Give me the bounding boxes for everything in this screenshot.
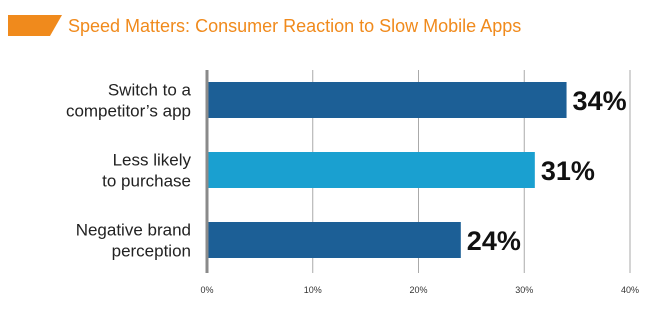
bars: [207, 82, 567, 258]
category-label: Negative brand: [76, 221, 191, 240]
bar: [207, 152, 535, 188]
category-label: to purchase: [102, 172, 191, 191]
x-tick-labels: 0% 10% 20% 30% 40%: [200, 285, 639, 295]
bar: [207, 82, 567, 118]
value-label: 31%: [541, 156, 595, 186]
chart-title: Speed Matters: Consumer Reaction to Slow…: [68, 16, 521, 36]
x-tick-label: 10%: [304, 285, 322, 295]
category-label: perception: [112, 242, 191, 261]
value-label: 34%: [573, 86, 627, 116]
x-tick-label: 20%: [409, 285, 427, 295]
category-labels: Switch to a competitor’s app Less likely to…: [66, 81, 192, 261]
category-label: Switch to a: [108, 81, 192, 100]
value-label: 24%: [467, 226, 521, 256]
category-label: competitor’s app: [66, 102, 191, 121]
value-labels: 34% 31% 24%: [467, 86, 627, 256]
x-tick-label: 0%: [200, 285, 213, 295]
x-tick-label: 40%: [621, 285, 639, 295]
bar: [207, 222, 461, 258]
title-accent-marker: [8, 15, 62, 36]
x-tick-label: 30%: [515, 285, 533, 295]
category-label: Less likely: [113, 151, 192, 170]
